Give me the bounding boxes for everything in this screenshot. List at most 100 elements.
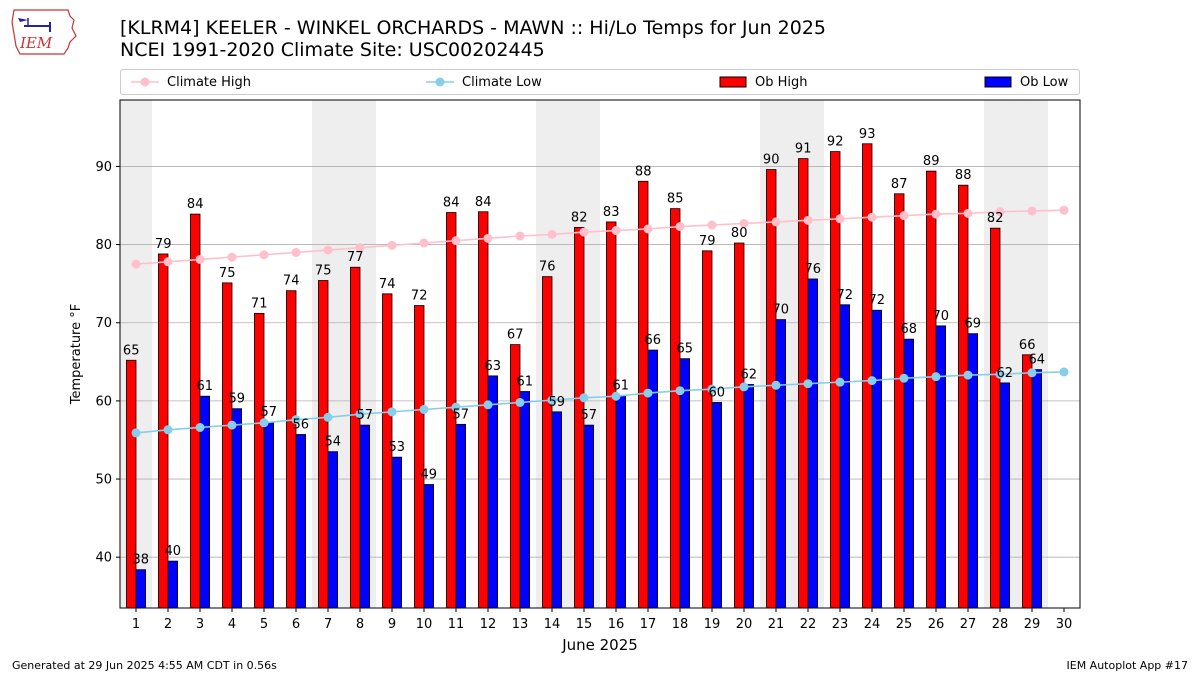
title-line-2: NCEI 1991-2020 Climate Site: USC00202445 (120, 39, 545, 61)
climate-low-point (739, 382, 749, 392)
climate-low-point (227, 420, 237, 430)
ob-low-value-label: 65 (677, 342, 694, 357)
ob-low-bar (295, 434, 307, 609)
x-tick-label: 15 (576, 617, 593, 632)
x-tick-label: 18 (672, 617, 689, 632)
climate-low-point (483, 400, 493, 410)
climate-low-point (707, 384, 717, 394)
ob-high-bar (606, 221, 617, 609)
iem-logo: IEM (11, 9, 77, 55)
ob-low-bar (327, 451, 339, 609)
ob-high-value-label: 71 (251, 296, 268, 311)
climate-high-point (451, 236, 461, 246)
ob-high-value-label: 66 (1019, 338, 1036, 353)
legend-label-climate-low: Climate Low (462, 74, 542, 90)
ob-high-value-label: 83 (603, 205, 620, 220)
ob-low-bar (263, 421, 275, 609)
climate-high-point (643, 224, 653, 234)
logo-text: IEM (19, 34, 53, 52)
ob-low-bar (615, 395, 627, 609)
x-tick-label: 11 (448, 617, 465, 632)
x-tick-label: 30 (1056, 617, 1073, 632)
x-tick-label: 26 (928, 617, 945, 632)
climate-low-point (931, 372, 941, 382)
x-tick-label: 17 (640, 617, 657, 632)
ob-low-bar (455, 423, 467, 609)
climate-high-point (1059, 205, 1069, 215)
ob-high-bar (702, 250, 713, 609)
ob-low-value-label: 61 (197, 379, 214, 394)
climate-high-point (707, 220, 717, 230)
climate-low-point (963, 370, 973, 380)
climate-low-point (163, 425, 173, 435)
climate-low-point (547, 395, 557, 405)
climate-high-point (259, 250, 269, 260)
climate-low-point (995, 369, 1005, 379)
x-tick-label: 23 (832, 617, 849, 632)
climate-low-point (291, 415, 301, 425)
ob-high-bar (990, 227, 1001, 609)
climate-low-point (323, 412, 333, 422)
ob-high-value-label: 76 (539, 260, 556, 275)
climate-low-line (135, 371, 1065, 434)
ob-high-value-label: 84 (475, 195, 492, 210)
climate-high-point (995, 207, 1005, 217)
climate-high-point (291, 247, 301, 257)
y-tick-label: 60 (95, 394, 112, 409)
ob-low-bar (647, 349, 659, 609)
climate-low-point (131, 428, 141, 438)
x-tick-label: 27 (960, 617, 977, 632)
climate-low-point (259, 418, 269, 428)
ob-high-value-label: 84 (187, 197, 204, 212)
y-axis-label: Temperature °F (69, 304, 84, 405)
ob-high-value-label: 79 (155, 237, 172, 252)
climate-low-point (579, 393, 589, 403)
ob-low-value-label: 54 (325, 435, 342, 450)
generated-timestamp: Generated at 29 Jun 2025 4:55 AM CDT in … (12, 659, 277, 672)
legend-item-climate-low: Climate Low (426, 70, 542, 94)
legend-label-ob-low: Ob Low (1020, 74, 1069, 90)
x-tick-label: 16 (608, 617, 625, 632)
x-tick-label: 4 (228, 617, 236, 632)
y-tick-label: 40 (95, 551, 112, 566)
climate-low-point (611, 391, 621, 401)
ob-high-bar (542, 276, 553, 609)
climate-high-point (963, 208, 973, 218)
ob-low-value-label: 61 (613, 378, 630, 393)
climate-high-point (387, 240, 397, 250)
ob-low-bar (487, 375, 499, 609)
ob-high-value-label: 75 (315, 264, 332, 279)
y-tick-label: 70 (95, 316, 112, 331)
ob-high-bar (413, 305, 425, 609)
ob-high-bar (477, 211, 489, 609)
ob-low-value-label: 66 (645, 333, 662, 348)
climate-low-point (419, 404, 429, 414)
ob-low-bar (167, 560, 179, 609)
climate-high-point (579, 227, 589, 237)
ob-low-value-label: 69 (965, 317, 982, 332)
climate-high-point (163, 257, 173, 267)
ob-high-value-label: 85 (667, 192, 684, 207)
climate-high-point (355, 243, 365, 253)
app-credit: IEM Autoplot App #17 (1066, 659, 1189, 672)
ob-low-value-label: 57 (581, 408, 598, 423)
ob-high-swatch-icon (719, 76, 747, 88)
climate-low-point (355, 409, 365, 419)
x-axis-label: June 2025 (561, 636, 638, 654)
legend-item-ob-low: Ob Low (984, 70, 1068, 94)
climate-high-point (323, 245, 333, 255)
x-tick-label: 10 (416, 617, 433, 632)
ob-low-bar (583, 424, 595, 609)
ob-low-value-label: 70 (933, 309, 950, 324)
ob-low-value-label: 72 (837, 288, 854, 303)
ob-low-value-label: 76 (805, 262, 822, 277)
ob-low-bar (775, 319, 787, 609)
climate-high-point (419, 238, 429, 248)
ob-low-value-label: 64 (1029, 353, 1046, 368)
title-line-1: [KLRM4] KEELER - WINKEL ORCHARDS - MAWN … (120, 17, 827, 39)
climate-high-point (515, 231, 525, 241)
climate-low-point (803, 379, 813, 389)
ob-low-value-label: 59 (229, 392, 246, 407)
ob-low-value-label: 57 (453, 407, 470, 422)
ob-high-value-label: 92 (827, 135, 844, 150)
